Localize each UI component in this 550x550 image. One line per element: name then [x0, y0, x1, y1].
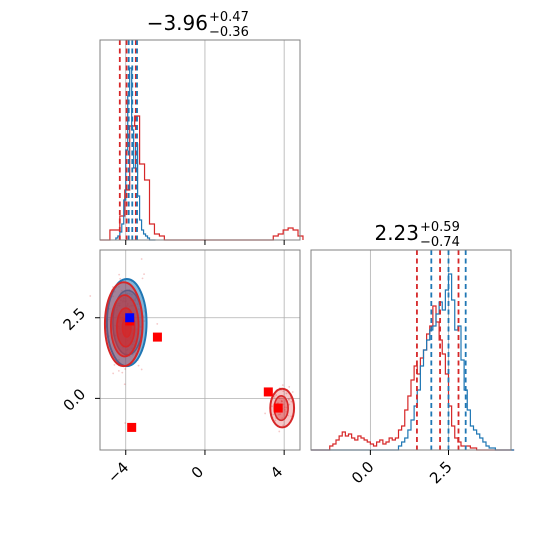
sample-point: [282, 390, 285, 393]
panel-frame: [310, 249, 512, 451]
sample-point: [290, 400, 293, 403]
sample-point: [113, 363, 116, 366]
marker-red-square: [273, 403, 283, 413]
sample-point: [156, 323, 159, 325]
y-tick-label: 2.5: [60, 304, 90, 334]
sample-point: [118, 273, 121, 276]
sample-point: [119, 277, 122, 280]
histogram-panel-top-left: −3.96 +0.47 −0.36: [99, 10, 304, 245]
sample-point: [285, 410, 288, 413]
sample-point: [282, 403, 285, 406]
sample-point: [89, 295, 92, 297]
marker-blue-square: [125, 313, 135, 323]
x-tick-label: 4: [267, 463, 286, 482]
sample-point: [140, 258, 143, 260]
sample-point: [288, 385, 291, 388]
x-tick-label: 2.5: [426, 458, 456, 488]
histogram-series-1: [115, 67, 156, 241]
histogram-series-1: [311, 273, 515, 451]
scatter-panel-bottom-left: −4 0 4 0.0 2.5: [60, 249, 301, 487]
sample-point: [291, 391, 294, 393]
sample-point: [137, 364, 140, 367]
sample-point: [285, 392, 288, 395]
panel-title-top-left: −3.96: [147, 11, 208, 35]
sample-point: [278, 430, 281, 433]
histogram-panel-bottom-right: 0.0 2.5 2.23 +0.59 −0.74: [310, 220, 515, 488]
sample-point: [283, 408, 286, 411]
sample-point: [123, 383, 126, 386]
sample-point: [280, 399, 283, 402]
y-tick-label: 0.0: [60, 385, 90, 415]
x-tick-label: 0.0: [348, 458, 378, 488]
x-tick-label: 0: [188, 463, 207, 482]
panel-title-upper-error: +0.47: [209, 10, 249, 25]
sample-point: [141, 277, 144, 280]
sample-point: [287, 397, 290, 400]
panel-frame: [99, 39, 301, 241]
sample-point: [124, 368, 127, 370]
panel-frame: [99, 249, 301, 451]
panel-title-upper-error: +0.59: [420, 220, 460, 235]
sample-point: [275, 394, 278, 396]
sample-point: [290, 415, 293, 418]
sample-point: [117, 370, 120, 372]
sample-point: [281, 400, 283, 403]
histogram-series-0: [311, 305, 515, 451]
panel-title-lower-error: −0.74: [420, 235, 460, 250]
sample-point: [288, 403, 291, 406]
sample-point: [277, 402, 280, 404]
sample-point: [143, 273, 145, 276]
sample-point: [274, 419, 277, 422]
sample-point: [282, 424, 285, 427]
sample-point: [283, 406, 286, 409]
x-tick-label: −4: [104, 458, 132, 486]
panel-title-bottom-right: 2.23: [374, 221, 419, 245]
sample-point: [281, 384, 284, 387]
sample-point: [273, 395, 276, 398]
sample-point: [272, 413, 275, 416]
sample-point: [277, 413, 280, 416]
marker-red-square: [152, 332, 162, 342]
sample-point: [278, 397, 281, 400]
sample-point: [140, 368, 143, 371]
sample-point: [281, 417, 284, 420]
sample-point: [279, 413, 282, 416]
marker-red-square: [127, 422, 137, 432]
sample-point: [112, 372, 115, 375]
panel-title-lower-error: −0.36: [209, 25, 249, 40]
sample-point: [121, 371, 124, 374]
sample-point: [264, 412, 267, 415]
sample-point: [280, 400, 283, 403]
sample-point: [124, 422, 127, 424]
sample-point: [271, 405, 273, 408]
histogram-series-0: [100, 115, 304, 241]
marker-red-square: [263, 387, 273, 397]
sample-point: [288, 398, 290, 401]
